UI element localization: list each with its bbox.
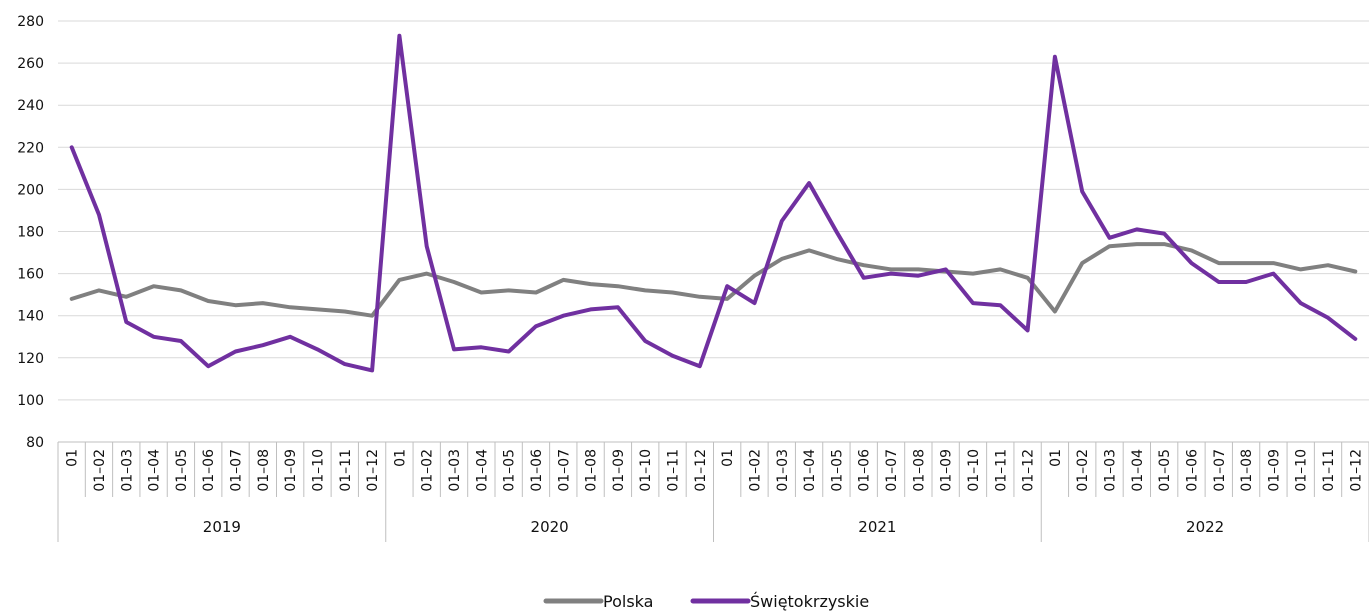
x-tick-label: 01–03 [447, 449, 463, 492]
legend-label: Polska [603, 592, 653, 611]
x-tick-label: 01–04 [1130, 449, 1146, 492]
x-tick-label: 01–04 [802, 449, 818, 492]
x-tick-label: 01–07 [556, 449, 572, 492]
y-tick-label: 240 [17, 98, 44, 114]
x-tick-label: 01–12 [693, 449, 709, 492]
x-axis: 01 01–02 01–03 01–04 01–05 01–06 01–07 01–08 01–… [57, 441, 1369, 542]
x-tick-label: 01–02 [92, 449, 108, 492]
x-tick-label: 01–06 [857, 449, 873, 492]
x-tick-label: 01 [720, 449, 736, 467]
x-tick-label: 01–09 [283, 449, 299, 492]
x-tick-label: 01–03 [1103, 449, 1119, 492]
x-tick-label: 01–12 [1348, 449, 1364, 492]
y-tick-label: 220 [17, 140, 44, 156]
series-line-1 [69, 33, 1358, 373]
x-tick-label: 01–04 [474, 449, 490, 492]
x-tick-label: 01–03 [119, 449, 135, 492]
y-tick-label: 180 [17, 225, 44, 241]
year-label: 2022 [1186, 518, 1224, 536]
legend-label: Świętokrzyskie [750, 592, 869, 611]
x-tick-label: 01–02 [420, 449, 436, 492]
x-tick-label: 01–02 [1075, 449, 1091, 492]
x-tick-label: 01–04 [147, 449, 163, 492]
year-label: 2019 [203, 518, 241, 536]
x-tick-label: 01–10 [966, 449, 982, 492]
x-tick-label: 01–08 [1239, 449, 1255, 492]
x-tick-label: 01–05 [829, 449, 845, 492]
y-tick-label: 140 [17, 309, 44, 325]
x-tick-label: 01–11 [666, 449, 682, 492]
x-tick-label: 01–09 [939, 449, 955, 492]
y-tick-label: 280 [17, 14, 44, 30]
x-tick-label: 01–11 [993, 449, 1009, 492]
x-tick-label: 01–09 [611, 449, 627, 492]
x-tick-label: 01–11 [338, 449, 354, 492]
x-tick-label: 01–08 [256, 449, 272, 492]
x-tick-label: 01 [392, 449, 408, 467]
x-tick-label: 01–10 [310, 449, 326, 492]
series-line-0 [69, 242, 1358, 318]
gridlines [58, 20, 1369, 401]
x-tick-label: 01–10 [1294, 449, 1310, 492]
x-tick-label: 01–07 [1212, 449, 1228, 492]
x-tick-label: 01–10 [638, 449, 654, 492]
x-tick-label: 01–03 [775, 449, 791, 492]
series-lines [69, 33, 1358, 373]
x-tick-label: 01–11 [1321, 449, 1337, 492]
y-tick-label: 160 [17, 267, 44, 283]
x-tick-label: 01–05 [174, 449, 190, 492]
x-tick-label: 01–09 [1266, 449, 1282, 492]
y-tick-label: 80 [26, 435, 44, 451]
year-label: 2021 [858, 518, 896, 536]
x-tick-label: 01–06 [1184, 449, 1200, 492]
y-tick-label: 260 [17, 56, 44, 72]
year-label: 2020 [531, 518, 569, 536]
x-tick-label: 01–12 [1021, 449, 1037, 492]
legend: Polska Świętokrzyskie [543, 592, 869, 611]
x-tick-label: 01–12 [365, 449, 381, 492]
y-axis: 80 100 120 140 160 180 200 220 240 260 280 [17, 14, 44, 451]
x-tick-label: 01–06 [529, 449, 545, 492]
x-tick-label: 01 [1048, 449, 1064, 467]
x-tick-label: 01–08 [911, 449, 927, 492]
x-tick-label: 01–07 [884, 449, 900, 492]
x-tick-label: 01–05 [1157, 449, 1173, 492]
x-tick-label: 01–08 [584, 449, 600, 492]
x-tick-label: 01–05 [502, 449, 518, 492]
y-tick-label: 120 [17, 351, 44, 367]
x-tick-label: 01–02 [747, 449, 763, 492]
y-tick-label: 200 [17, 182, 44, 198]
x-tick-label: 01–07 [229, 449, 245, 492]
y-tick-label: 100 [17, 393, 44, 409]
x-tick-label: 01 [65, 449, 81, 467]
x-tick-label: 01–06 [201, 449, 217, 492]
